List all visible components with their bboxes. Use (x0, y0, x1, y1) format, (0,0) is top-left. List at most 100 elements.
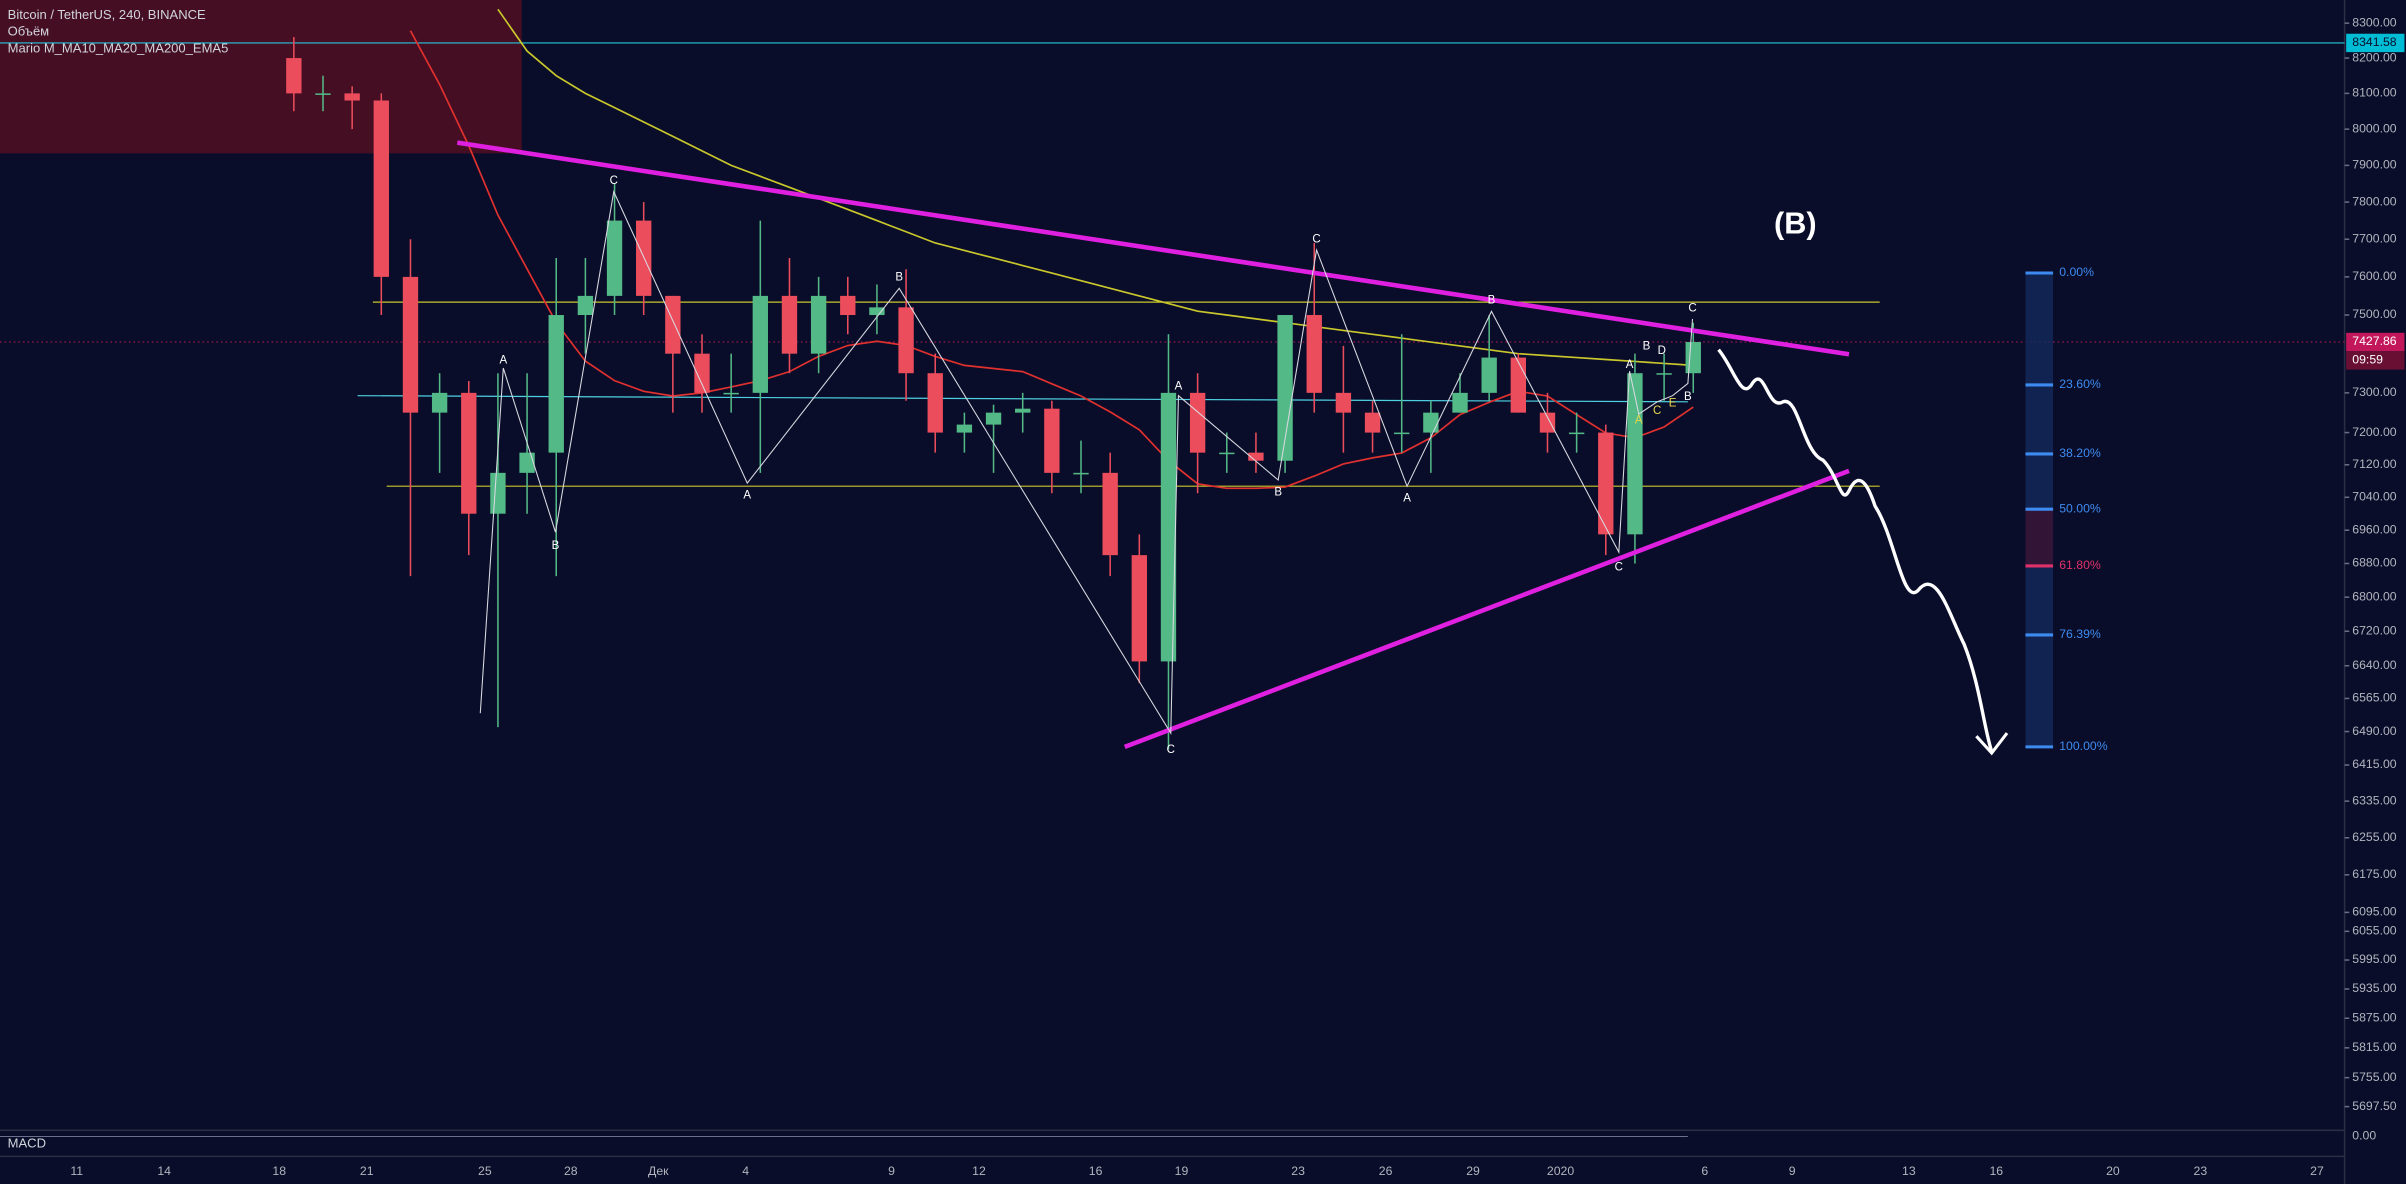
fib-zone (2025, 509, 2054, 566)
y-tick-label: 5935.00 (2352, 981, 2397, 995)
x-tick-label: 13 (1902, 1164, 1916, 1178)
wave-label: A (743, 489, 751, 501)
zone-box (0, 0, 522, 154)
y-tick-label: 7700.00 (2352, 231, 2397, 245)
candle-body (344, 93, 360, 101)
candle-body (956, 424, 973, 433)
price-tag-label: 8341.58 (2352, 35, 2397, 49)
x-tick-label: 23 (1291, 1164, 1305, 1178)
candle-body (1248, 452, 1264, 461)
chart-title: Bitcoin / TetherUS, 240, BINANCE (8, 7, 206, 22)
y-tick-label: 6055.00 (2352, 924, 2397, 938)
y-tick-label: 5755.00 (2352, 1070, 2397, 1084)
candle-body (1568, 432, 1585, 435)
candle-body (1423, 412, 1439, 433)
price-tag-label: 7427.86 (2352, 334, 2397, 348)
y-tick-label: 6255.00 (2352, 830, 2397, 844)
fib-label: 38.20% (2059, 446, 2101, 460)
y-tick-label: 5815.00 (2352, 1040, 2397, 1054)
candle-body (1044, 408, 1060, 473)
candle-body (665, 295, 681, 354)
candle-body (1015, 408, 1031, 413)
ma-line (409, 30, 1694, 490)
candle-body (548, 315, 564, 453)
candle-body (461, 392, 477, 514)
y-tick-label: 8000.00 (2352, 121, 2397, 135)
wave-label: B (895, 272, 903, 284)
wave-label: A (499, 354, 507, 366)
candle-body (431, 392, 448, 413)
y-tick-label: 6960.00 (2352, 522, 2397, 536)
x-tick-label: 12 (972, 1164, 986, 1178)
wave-label: B (1274, 486, 1282, 498)
fib-label: 23.60% (2059, 377, 2101, 391)
wave-label: C (1312, 233, 1320, 245)
candle-body (286, 58, 302, 94)
wave-label: A (1403, 492, 1411, 504)
arrow-head (1975, 732, 2009, 756)
wave-label: B (1488, 295, 1496, 307)
candle-body (1685, 342, 1701, 374)
y-tick-label: 6490.00 (2352, 724, 2397, 738)
candle-body (373, 100, 389, 277)
x-tick-label: 18 (272, 1164, 286, 1178)
x-tick-label: 23 (2194, 1164, 2208, 1178)
candle-body (694, 353, 710, 393)
pane-tick-label: 0.00 (2352, 1129, 2376, 1143)
candle-body (1510, 357, 1526, 413)
y-tick-label: 6565.00 (2352, 691, 2397, 705)
x-tick-label: 20 (2106, 1164, 2120, 1178)
x-tick-label: 14 (157, 1164, 171, 1178)
price-tag (2346, 33, 2405, 53)
x-tick-label: 26 (1379, 1164, 1393, 1178)
y-tick-label: 7600.00 (2352, 269, 2397, 283)
candle-body (1539, 412, 1556, 433)
candle-body (577, 295, 594, 316)
price-tag (2346, 351, 2405, 370)
candle-body (927, 373, 943, 433)
y-tick-label: 6880.00 (2352, 556, 2397, 570)
y-tick-label: 7500.00 (2352, 307, 2397, 321)
candle-body (606, 220, 623, 296)
y-tick-label: 6800.00 (2352, 589, 2397, 603)
candle-body (519, 452, 535, 473)
wave-label: C (1688, 302, 1696, 314)
trend-line (456, 140, 1850, 357)
price-tag (2346, 332, 2405, 352)
y-tick-label: 5697.50 (2352, 1099, 2397, 1113)
candle-body (752, 295, 768, 393)
indicator-label: Mario M_MA10_MA20_MA200_EMA5 (8, 41, 229, 56)
y-tick-label: 6095.00 (2352, 905, 2397, 919)
y-tick-label: 8100.00 (2352, 86, 2397, 100)
x-tick-label: 9 (1789, 1164, 1796, 1178)
y-tick-label: 6415.00 (2352, 757, 2397, 771)
candle-body (402, 276, 419, 413)
wave-label: A (1175, 381, 1183, 393)
candle-body (1306, 315, 1322, 393)
fib-label: 0.00% (2059, 265, 2094, 279)
candle-body (1598, 432, 1614, 535)
y-tick-label: 5995.00 (2352, 952, 2397, 966)
candle-body (1481, 357, 1497, 393)
fib-label: 61.80% (2059, 558, 2101, 572)
volume-label: Объём (8, 24, 50, 39)
candle-body (1102, 472, 1118, 556)
candle-body (1219, 452, 1235, 455)
y-tick-label: 6175.00 (2352, 867, 2397, 881)
x-tick-label: 6 (1701, 1164, 1708, 1178)
wave-label: A (1635, 414, 1643, 426)
x-tick-label: Дек (648, 1164, 669, 1178)
x-tick-label: 4 (742, 1164, 749, 1178)
projection-arrow (1717, 348, 1994, 753)
x-tick-label: 29 (1466, 1164, 1480, 1178)
candle-body (1364, 412, 1381, 433)
wave-label: C (1167, 744, 1175, 756)
candle-body (898, 307, 914, 374)
wave-label: A (1626, 359, 1634, 371)
wave-label: D (1658, 345, 1666, 357)
candle-body (1452, 392, 1468, 413)
candle-body (869, 307, 885, 316)
plot (286, 8, 1701, 750)
candle-body (490, 472, 506, 514)
